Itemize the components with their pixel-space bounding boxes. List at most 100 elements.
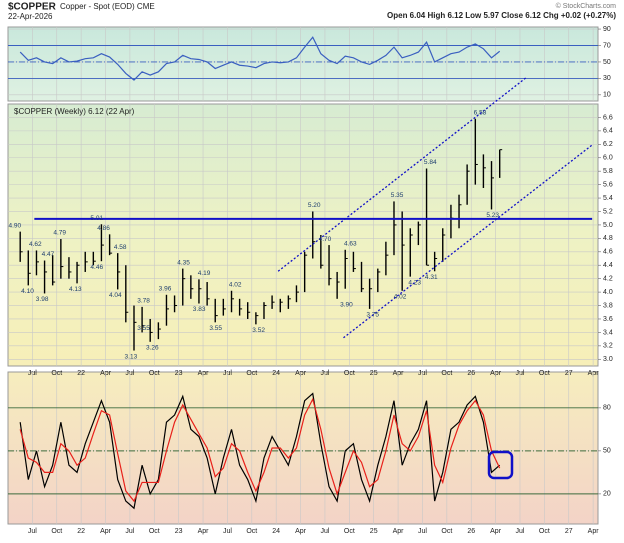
y-tick-label: 80 [603, 405, 611, 412]
x-tick-label: Apr [295, 370, 307, 377]
x-tick-label: Apr [490, 528, 502, 535]
y-tick-label: 20 [603, 491, 611, 498]
y-tick-label: 70 [603, 42, 611, 49]
price-annotation: 4.86 [97, 225, 110, 232]
y-tick-label: 4.8 [603, 235, 613, 242]
price-annotation: 4.79 [53, 230, 66, 237]
x-tick-label: Jul [28, 528, 37, 535]
y-tick-label: 6.2 [603, 141, 613, 148]
price-annotation: 6.58 [474, 109, 487, 116]
price-annotation: 4.90 [8, 222, 21, 229]
price-annotation: 3.90 [340, 302, 353, 309]
price-annotation: 3.55 [137, 325, 150, 332]
x-tick-label: Oct [539, 528, 550, 535]
series-line [19, 36, 501, 81]
price-annotation: 5.35 [391, 192, 404, 199]
price-annotation: 4.35 [177, 259, 190, 266]
y-tick-label: 5.0 [603, 222, 613, 229]
symbol: $COPPER [8, 2, 57, 13]
panel-title: $COPPER (Weekly) 6.12 (22 Apr) [14, 107, 135, 116]
price-annotation: 3.26 [146, 345, 159, 352]
x-tick-label: Jul [223, 528, 232, 535]
x-tick-label: Apr [393, 528, 405, 535]
y-tick-label: 90 [603, 26, 611, 33]
y-tick-label: 3.2 [603, 343, 613, 350]
x-tick-label: Apr [588, 528, 600, 535]
y-tick-label: 5.2 [603, 208, 613, 215]
x-tick-label: Jul [516, 528, 525, 535]
y-tick-label: 6.6 [603, 114, 613, 121]
date: 22-Apr-2026 [8, 12, 53, 21]
y-tick-label: 5.4 [603, 195, 613, 202]
y-tick-label: 50 [603, 448, 611, 455]
x-tick-label: 23 [175, 528, 183, 535]
price-annotation: 4.70 [319, 236, 332, 243]
price-annotation: 4.62 [29, 241, 42, 248]
price-annotation: 3.13 [125, 353, 138, 360]
price-annotation: 3.55 [209, 325, 222, 332]
y-tick-label: 4.0 [603, 289, 613, 296]
price-annotation: 3.98 [36, 296, 49, 303]
price-annotation: 5.23 [486, 212, 499, 219]
price-annotation: 5.84 [424, 159, 437, 166]
x-tick-label: Apr [490, 370, 502, 377]
price-annotation: 4.19 [198, 270, 211, 277]
x-tick-label: 22 [77, 528, 85, 535]
price-annotation: 3.78 [137, 298, 150, 305]
x-tick-label: Oct [149, 528, 160, 535]
price-annotation: 3.96 [159, 286, 172, 293]
price-panel [7, 103, 599, 367]
y-tick-label: 10 [603, 92, 611, 99]
x-tick-label: Apr [100, 370, 112, 377]
trend-line [343, 144, 593, 339]
plot-layer: 90 70 50 30 10 Jul Oct 22 Apr Jul Oct 23 Apr Jul Oct 24… [8, 26, 613, 535]
y-tick-label: 3.8 [603, 302, 613, 309]
price-annotation: 4.47 [42, 251, 55, 258]
x-tick-label: 26 [467, 528, 475, 535]
series-line [19, 397, 501, 503]
y-tick-label: 30 [603, 75, 611, 82]
trend-line [277, 76, 528, 272]
x-tick-label: Oct [441, 528, 452, 535]
rsi-panel [7, 26, 599, 102]
series-line [19, 392, 501, 510]
y-tick-label: 5.8 [603, 168, 613, 175]
y-tick-label: 4.6 [603, 249, 613, 256]
highlight-box [487, 450, 514, 480]
price-annotation: 4.04 [109, 292, 122, 299]
x-tick-label: 24 [272, 528, 280, 535]
credit: © StockCharts.com [556, 2, 617, 10]
price-annotation: 4.02 [229, 281, 242, 288]
price-annotation: 4.10 [21, 288, 34, 295]
y-tick-label: 3.6 [603, 316, 613, 323]
stoch-panel [7, 371, 599, 525]
x-tick-label: 27 [565, 528, 573, 535]
y-tick-label: 6.0 [603, 155, 613, 162]
x-tick-label: Oct [344, 528, 355, 535]
y-tick-label: 3.4 [603, 329, 613, 336]
price-annotation: 4.23 [408, 279, 421, 286]
quote: Open 6.04 High 6.12 Low 5.97 Close 6.12 … [387, 11, 616, 20]
x-tick-label: Apr [295, 528, 307, 535]
price-annotation: 3.75 [366, 312, 379, 319]
x-tick-label: Apr [588, 370, 600, 377]
x-tick-label: Jul [320, 528, 329, 535]
y-tick-label: 4.2 [603, 276, 613, 283]
y-tick-label: 5.6 [603, 181, 613, 188]
price-annotation: 4.46 [90, 264, 103, 271]
x-tick-label: 25 [370, 528, 378, 535]
y-tick-label: 4.4 [603, 262, 613, 269]
x-tick-label: Jul [418, 528, 427, 535]
x-tick-label: Apr [198, 370, 210, 377]
price-annotation: 4.63 [344, 240, 357, 247]
price-annotation: 3.83 [193, 306, 206, 313]
security-name: Copper - Spot (EOD) CME [60, 2, 155, 11]
y-tick-label: 3.0 [603, 356, 613, 363]
x-tick-label: Oct [51, 528, 62, 535]
price-annotation: 5.20 [308, 202, 321, 209]
x-tick-label: Apr [198, 528, 210, 535]
x-tick-label: Jul [125, 528, 134, 535]
price-annotation: 4.13 [69, 286, 82, 293]
y-tick-label: 50 [603, 59, 611, 66]
price-annotation: 5.01 [90, 215, 103, 222]
